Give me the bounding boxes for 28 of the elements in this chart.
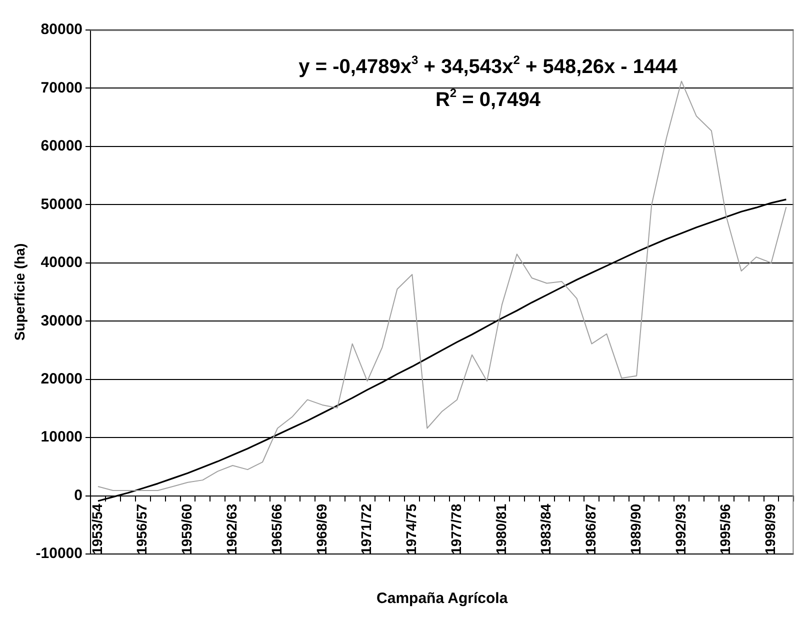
x-tick-label: 1965/66 bbox=[268, 504, 284, 554]
x-tick-label: 1995/96 bbox=[717, 504, 734, 554]
y-tick-label: 30000 bbox=[40, 312, 83, 330]
x-tick-label: 1998/99 bbox=[762, 504, 778, 554]
x-tick-label: 1992/93 bbox=[672, 504, 688, 554]
x-tick-label: 1959/60 bbox=[178, 504, 195, 554]
y-tick-label: 50000 bbox=[40, 196, 83, 213]
y-tick-label: 60000 bbox=[40, 138, 83, 155]
x-axis-title: Campaña Agrícola bbox=[376, 590, 508, 608]
x-tick-label: 1974/75 bbox=[403, 504, 420, 554]
x-tick-label: 1983/84 bbox=[538, 504, 554, 554]
x-tick-label: 1980/81 bbox=[492, 504, 509, 554]
x-tick-label: 1953/54 bbox=[88, 504, 105, 554]
y-tick-label: 0 bbox=[74, 486, 83, 504]
y-tick-label: 80000 bbox=[40, 21, 83, 38]
y-axis-title: Superficie (ha) bbox=[11, 243, 28, 341]
x-tick-label: 1986/87 bbox=[582, 504, 599, 554]
y-tick-label: 20000 bbox=[40, 370, 83, 388]
y-tick-label: 10000 bbox=[40, 428, 83, 446]
x-tick-label: 1962/63 bbox=[223, 504, 240, 554]
x-tick-label: 1968/69 bbox=[313, 504, 330, 554]
x-tick-label: 1989/90 bbox=[627, 504, 644, 554]
y-tick-label: 70000 bbox=[40, 79, 83, 96]
x-tick-label: 1971/72 bbox=[358, 504, 374, 554]
x-tick-label: 1977/78 bbox=[448, 504, 464, 554]
y-tick-label: 40000 bbox=[40, 254, 83, 272]
x-tick-label: 1956/57 bbox=[134, 504, 150, 554]
y-tick-label: -10000 bbox=[36, 545, 83, 562]
